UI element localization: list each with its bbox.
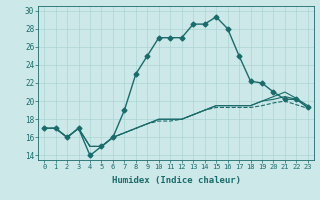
X-axis label: Humidex (Indice chaleur): Humidex (Indice chaleur) — [111, 176, 241, 185]
